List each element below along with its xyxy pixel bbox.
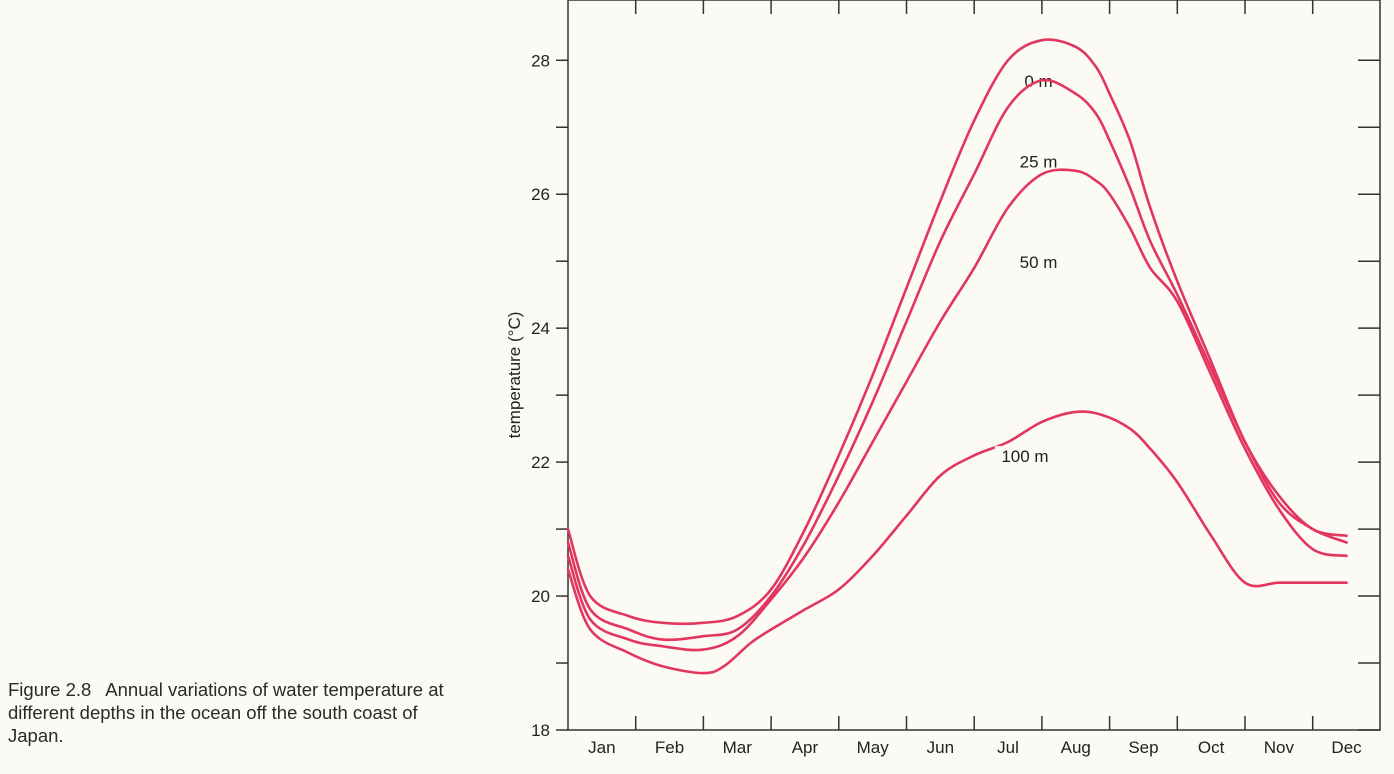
plot-frame: [567, 0, 1381, 731]
series-label: 50 m: [1020, 253, 1058, 272]
x-tick-label: Apr: [792, 738, 819, 757]
figure-caption: Figure 2.8 Annual variations of water tem…: [8, 678, 478, 747]
figure-label: Figure 2.8: [8, 679, 92, 700]
caption-text: Annual variations of water temperature a…: [8, 679, 444, 746]
series-label-bg: [1013, 151, 1064, 174]
axis-labels: 20 22 24 26 28 18 Jan Feb Mar Apr May Jun Jul Aug Sep O…: [531, 51, 1362, 757]
y-tick-label: 22: [531, 453, 550, 472]
x-tick-label: Dec: [1331, 738, 1362, 757]
y-tick-label: 24: [531, 319, 550, 338]
y-axis-title: temperature (°C): [505, 312, 524, 439]
series-label: 25 m: [1020, 152, 1058, 171]
x-tick-label: Aug: [1061, 738, 1091, 757]
x-tick-label: May: [857, 738, 890, 757]
series-line: [566, 78, 1348, 642]
series-label-bg: [994, 446, 1055, 469]
y-tick-label: 20: [531, 587, 550, 606]
series-label-bg: [1013, 251, 1064, 274]
x-tick-label: Feb: [655, 738, 684, 757]
x-tick-label: Jul: [997, 738, 1019, 757]
series-line: [566, 38, 1348, 625]
y-tick-label: 28: [531, 51, 550, 70]
x-tick-label: Oct: [1198, 738, 1225, 757]
y-tick-label: 18: [531, 721, 550, 740]
x-tick-label: Nov: [1264, 738, 1295, 757]
y-tick-label: 26: [531, 185, 550, 204]
series-line: [566, 168, 1348, 652]
x-tick-label: Jun: [927, 738, 954, 757]
x-tick-label: Mar: [723, 738, 753, 757]
series-line: [566, 410, 1348, 675]
x-tick-label: Sep: [1128, 738, 1158, 757]
axis-ticks: [556, 0, 1380, 731]
x-tick-label: Jan: [588, 738, 615, 757]
series-label: 100 m: [1001, 447, 1048, 466]
